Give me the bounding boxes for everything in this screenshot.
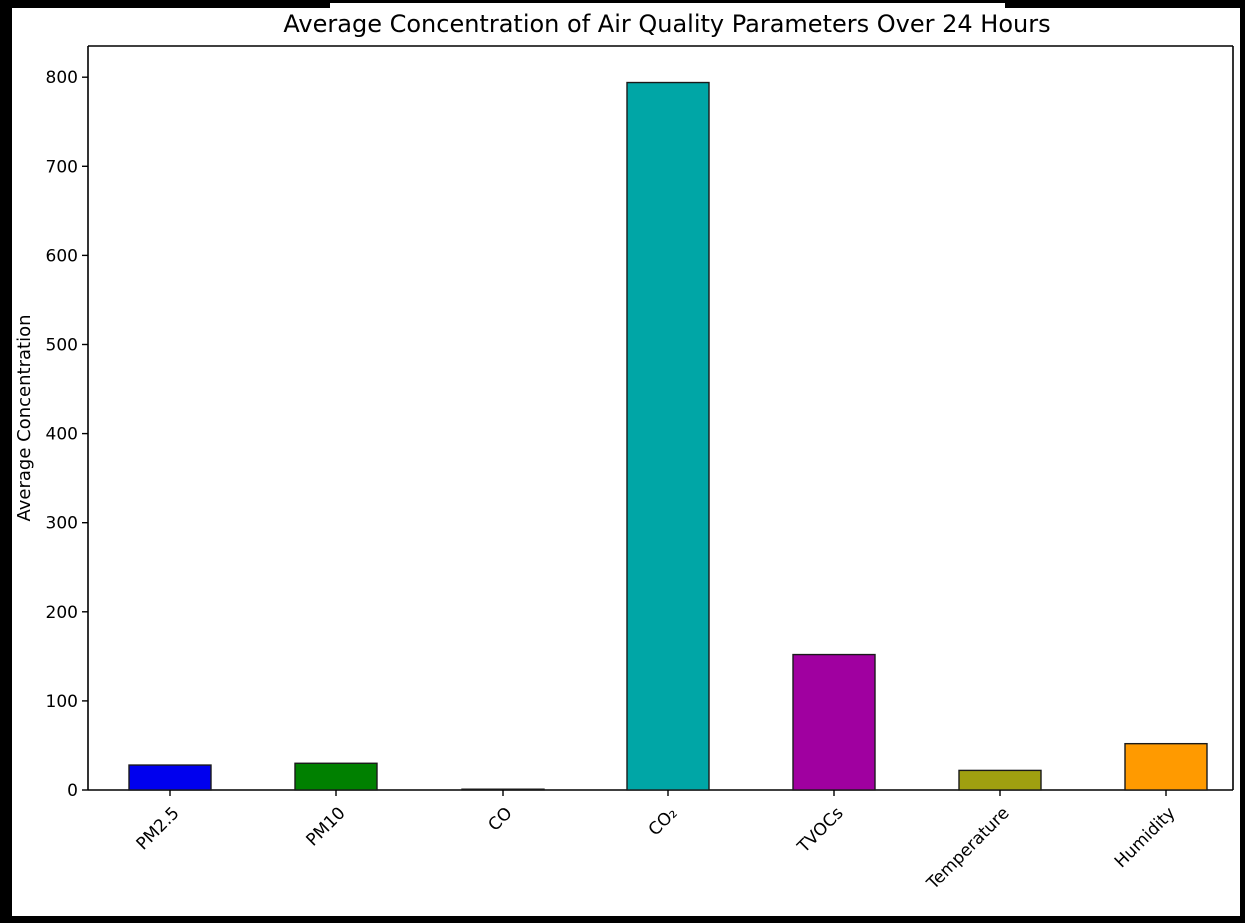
x-tick-label: CO [485, 803, 517, 835]
bar [128, 764, 212, 791]
x-tick-label: PM10 [302, 803, 349, 850]
x-tick-label: Temperature [923, 803, 1014, 894]
x-tick-label: CO₂ [645, 803, 682, 840]
chart-title: Average Concentration of Air Quality Par… [283, 10, 1050, 38]
border-top-left [0, 0, 330, 8]
y-tick-label: 600 [46, 246, 78, 266]
y-tick-label: 0 [67, 781, 78, 801]
bar [958, 769, 1042, 791]
y-tick-label: 100 [46, 692, 78, 712]
bar [294, 762, 378, 791]
x-tick-label: PM2.5 [133, 803, 184, 854]
y-tick-label: 300 [46, 514, 78, 534]
y-tick-label: 700 [46, 157, 78, 177]
bar [626, 81, 710, 791]
y-tick-label: 500 [46, 335, 78, 355]
bar [792, 653, 876, 791]
y-tick-label: 800 [46, 68, 78, 88]
plot-area: 0 100 200 300 400 500 600 700 800 PM2.5 PM10 CO CO₂ T… [46, 45, 1234, 894]
y-tick-label: 200 [46, 603, 78, 623]
bar [461, 788, 545, 791]
y-tick-label: 400 [46, 425, 78, 445]
y-axis-label: Average Concentration [14, 315, 35, 522]
bar [1124, 742, 1208, 791]
border-top-right [1005, 0, 1245, 8]
x-tick-label: TVOCs [793, 803, 847, 857]
x-tick-label: Humidity [1111, 803, 1180, 872]
